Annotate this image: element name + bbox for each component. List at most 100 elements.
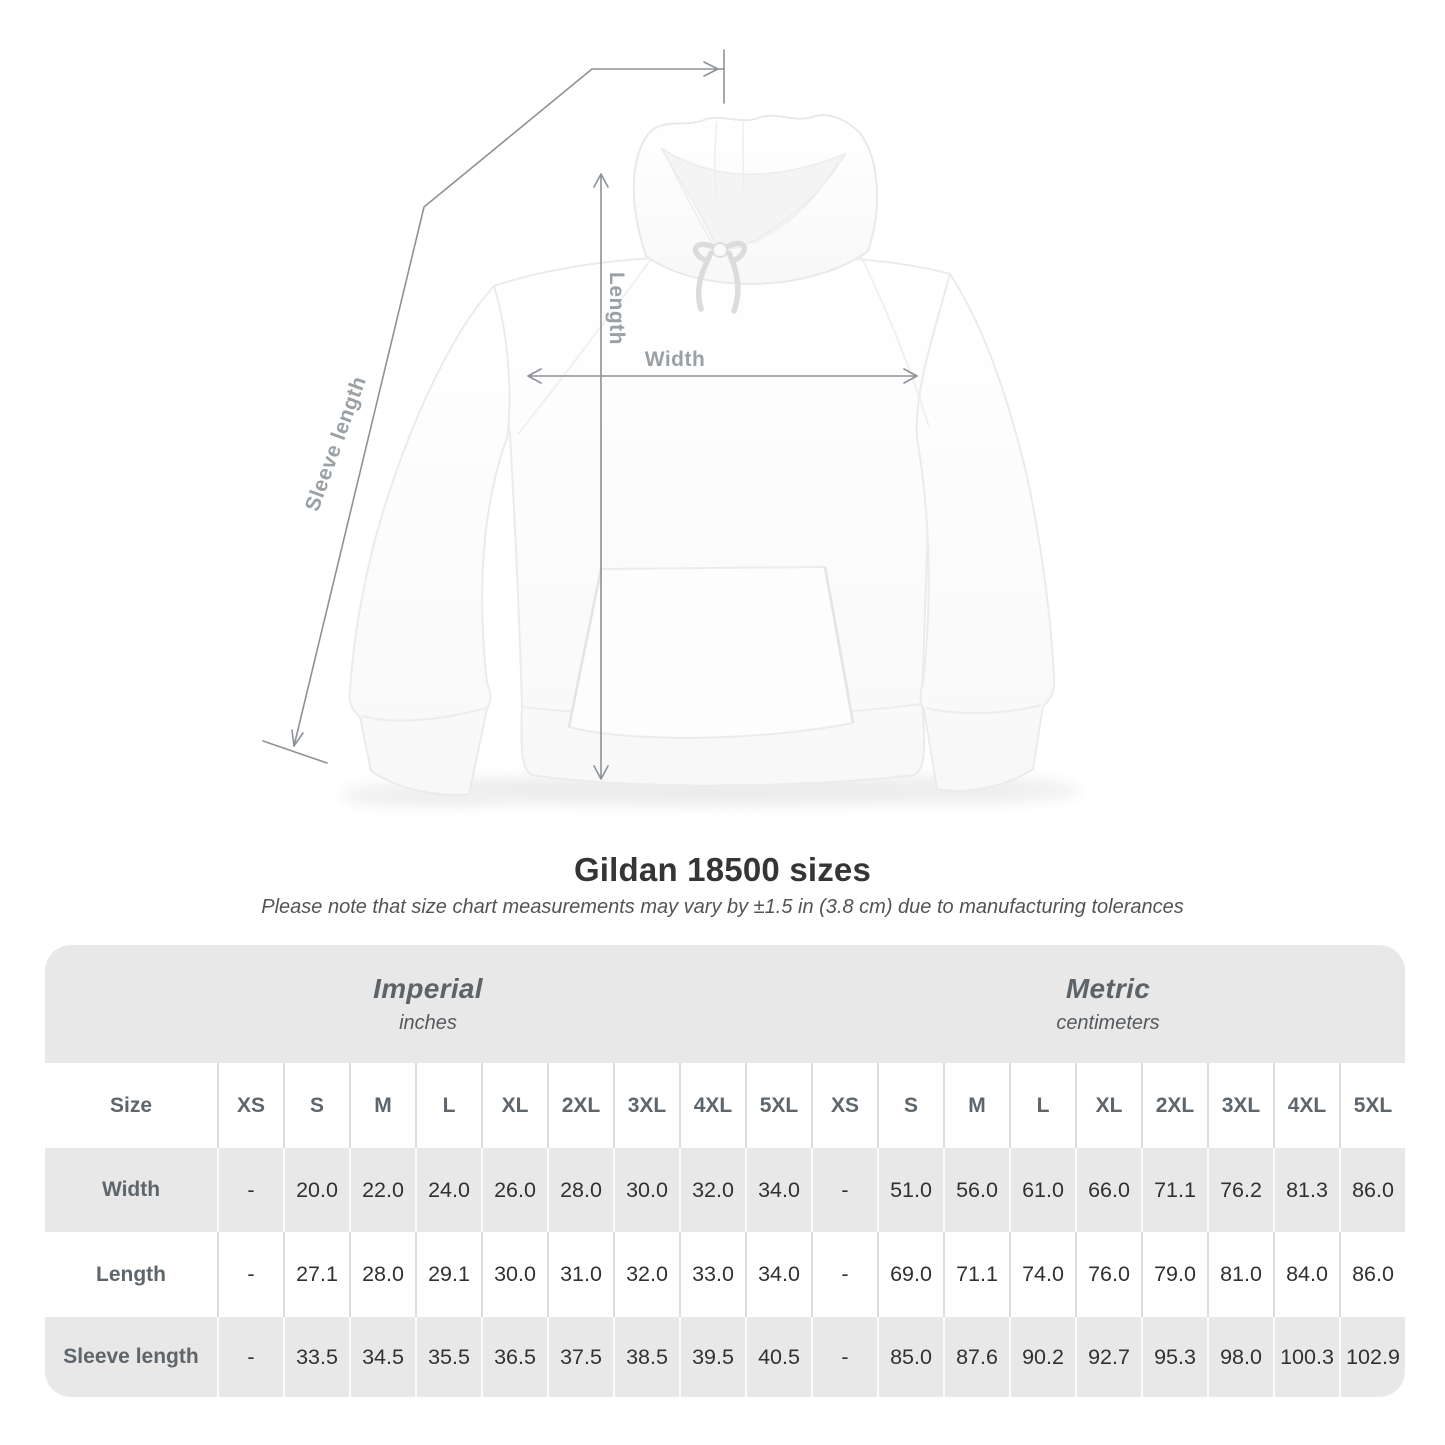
size-col-header-metric: M (943, 1063, 1009, 1148)
value-cell-metric: 66.0 (1075, 1148, 1141, 1232)
value-cell-imperial: - (217, 1317, 283, 1397)
value-cell-imperial: 33.5 (283, 1317, 349, 1397)
size-col-header-imperial: 4XL (679, 1063, 745, 1148)
value-cell-imperial: 26.0 (481, 1148, 547, 1232)
value-cell-metric: 87.6 (943, 1317, 1009, 1397)
size-col-header-metric: 4XL (1273, 1063, 1339, 1148)
size-col-header-metric: S (877, 1063, 943, 1148)
value-cell-imperial: 34.5 (349, 1317, 415, 1397)
width-arrow (527, 368, 918, 384)
value-cell-metric: 79.0 (1141, 1232, 1207, 1317)
value-cell-imperial: 30.0 (613, 1148, 679, 1232)
size-chart-table: Imperial inches Metric centimeters Size X… (45, 945, 1405, 1397)
value-cell-imperial: 28.0 (349, 1232, 415, 1317)
value-cell-imperial: 36.5 (481, 1317, 547, 1397)
value-cell-metric: 86.0 (1339, 1148, 1405, 1232)
value-cell-imperial: 35.5 (415, 1317, 481, 1397)
value-cell-imperial: 30.0 (481, 1232, 547, 1317)
size-col-header-metric: L (1009, 1063, 1075, 1148)
value-cell-imperial: 37.5 (547, 1317, 613, 1397)
sleeve-arrow-head-top (703, 61, 719, 77)
imperial-title: Imperial (373, 973, 483, 1004)
size-col-header-imperial: L (415, 1063, 481, 1148)
size-col-header-imperial: XS (217, 1063, 283, 1148)
value-cell-imperial: 40.5 (745, 1317, 811, 1397)
value-cell-metric: 85.0 (877, 1317, 943, 1397)
metric-title: Metric (1065, 973, 1151, 1004)
value-cell-metric: 56.0 (943, 1148, 1009, 1232)
value-cell-metric: 92.7 (1075, 1317, 1141, 1397)
value-cell-metric: 84.0 (1273, 1232, 1339, 1317)
value-cell-metric: 76.0 (1075, 1232, 1141, 1317)
tolerance-note: Please note that size chart measurements… (261, 896, 1184, 918)
value-cell-metric: 81.3 (1273, 1148, 1339, 1232)
value-cell-metric: 95.3 (1141, 1317, 1207, 1397)
value-cell-metric: 100.3 (1273, 1317, 1339, 1397)
measurement-arrows (262, 49, 918, 780)
value-cell-metric: 76.2 (1207, 1148, 1273, 1232)
value-cell-imperial: 32.0 (679, 1148, 745, 1232)
value-cell-imperial: 34.0 (745, 1232, 811, 1317)
sleeve-length-label: Sleeve length (301, 373, 371, 514)
size-col-header-imperial: 2XL (547, 1063, 613, 1148)
value-cell-metric: - (811, 1232, 877, 1317)
value-cell-metric: - (811, 1148, 877, 1232)
size-col-header-metric: XL (1075, 1063, 1141, 1148)
size-col-header-imperial: 3XL (613, 1063, 679, 1148)
length-arrow (593, 173, 609, 780)
value-cell-imperial: 28.0 (547, 1148, 613, 1232)
size-col-header-imperial: M (349, 1063, 415, 1148)
value-cell-imperial: 31.0 (547, 1232, 613, 1317)
value-cell-metric: 98.0 (1207, 1317, 1273, 1397)
size-col-header-metric: 3XL (1207, 1063, 1273, 1148)
size-col-header-metric: 5XL (1339, 1063, 1405, 1148)
value-cell-metric: 61.0 (1009, 1148, 1075, 1232)
value-cell-imperial: 22.0 (349, 1148, 415, 1232)
value-cell-imperial: - (217, 1232, 283, 1317)
value-cell-metric: 81.0 (1207, 1232, 1273, 1317)
value-cell-metric: 90.2 (1009, 1317, 1075, 1397)
value-cell-metric: 71.1 (943, 1232, 1009, 1317)
value-cell-imperial: 34.0 (745, 1148, 811, 1232)
hoodie-measurement-figure: Sleeve length Length Width (262, 49, 1080, 807)
value-cell-imperial: 29.1 (415, 1232, 481, 1317)
value-cell-imperial: 33.0 (679, 1232, 745, 1317)
hoodie-pocket (567, 565, 855, 739)
value-cell-imperial: 24.0 (415, 1148, 481, 1232)
value-cell-imperial: 39.5 (679, 1317, 745, 1397)
value-cell-imperial: 32.0 (613, 1232, 679, 1317)
value-cell-imperial: 38.5 (613, 1317, 679, 1397)
size-chart-grid: Imperial inches Metric centimeters Size X… (45, 945, 1405, 1397)
row-label: Length (45, 1232, 217, 1317)
value-cell-metric: 69.0 (877, 1232, 943, 1317)
size-col-header-metric: 2XL (1141, 1063, 1207, 1148)
size-col-header-imperial: S (283, 1063, 349, 1148)
size-col-header-imperial: XL (481, 1063, 547, 1148)
row-label: Width (45, 1148, 217, 1232)
imperial-section-header: Imperial inches (45, 945, 811, 1063)
value-cell-imperial: 20.0 (283, 1148, 349, 1232)
value-cell-metric: 102.9 (1339, 1317, 1405, 1397)
value-cell-metric: 51.0 (877, 1148, 943, 1232)
width-label: Width (645, 348, 706, 371)
row-label: Sleeve length (45, 1317, 217, 1397)
hoodie-illustration (348, 114, 1056, 796)
imperial-unit: inches (399, 1012, 457, 1034)
size-column-header: Size (45, 1063, 217, 1148)
sleeve-arrow-head-bottom (291, 729, 304, 747)
value-cell-imperial: - (217, 1148, 283, 1232)
size-col-header-metric: XS (811, 1063, 877, 1148)
page-title: Gildan 18500 sizes (573, 851, 872, 888)
hoodie-drawstrings (692, 240, 747, 314)
metric-section-header: Metric centimeters (811, 945, 1405, 1063)
length-label: Length (605, 272, 628, 345)
sleeve-arrow-line (293, 68, 725, 747)
size-col-header-imperial: 5XL (745, 1063, 811, 1148)
metric-unit: centimeters (1056, 1012, 1160, 1034)
sleeve-arrow-bottom-tick (262, 740, 328, 764)
value-cell-imperial: 27.1 (283, 1232, 349, 1317)
value-cell-metric: 74.0 (1009, 1232, 1075, 1317)
value-cell-metric: 86.0 (1339, 1232, 1405, 1317)
value-cell-metric: 71.1 (1141, 1148, 1207, 1232)
